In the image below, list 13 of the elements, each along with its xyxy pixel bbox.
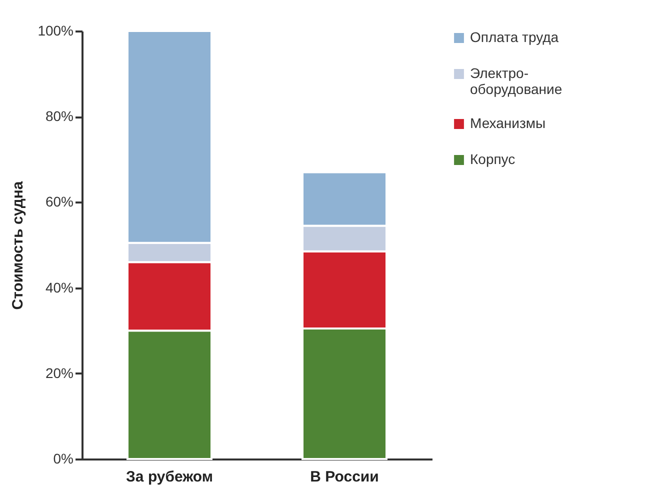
x-tick-label: За рубежом [126,468,213,486]
y-tick-label: 0% [53,450,74,466]
y-tick-label: 80% [45,108,74,124]
legend-label: Оплата труда [470,29,559,45]
legend-label: Электро- оборудование [470,65,562,97]
y-axis-title: Стоимость судна [10,180,27,310]
y-tick-label: 60% [45,194,74,210]
y-tick-label: 40% [45,279,74,296]
x-tick-label: В России [310,468,379,486]
legend-label: Механизмы [470,115,546,131]
y-tick-label: 20% [45,364,74,381]
y-tick-label: 100% [38,22,74,38]
legend-label: Корпус [470,151,516,167]
